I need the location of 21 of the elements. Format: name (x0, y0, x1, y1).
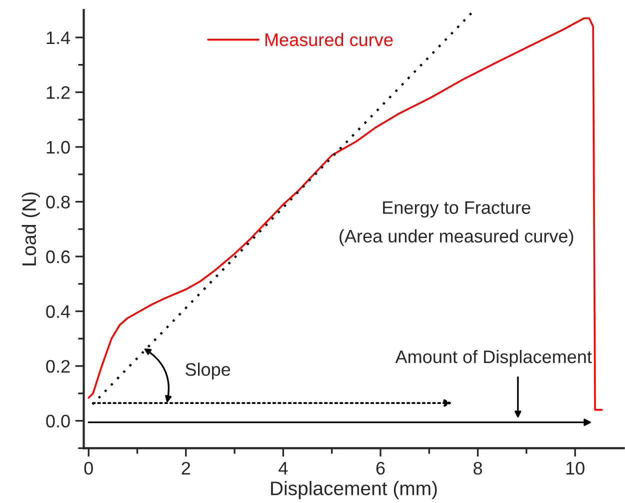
y-tick-label: 0.6 (46, 250, 70, 264)
x-tick-label: 0 (84, 462, 93, 475)
y-tick-label: 1.0 (46, 140, 70, 154)
y-tick-label: 0.4 (46, 305, 70, 318)
line-series (88, 17, 603, 411)
x-axis-title: Displacement (mm) (271, 480, 437, 500)
y-axis-title: Load (N) (22, 192, 40, 266)
x-tick-label: 4 (278, 462, 288, 474)
y-tick-label: 0.2 (46, 360, 70, 373)
x-tick-label: 8 (474, 462, 482, 475)
x-tick-label: 2 (182, 462, 190, 474)
y-tick-label: 1.2 (46, 86, 70, 99)
y-tick-label: 0.0 (46, 414, 70, 428)
annotation: Amount of Displacement (395, 350, 592, 367)
annotation: Energy to Fracture (Area under measured curve) (340, 201, 574, 246)
y-tick-label: 1.4 (46, 32, 70, 44)
x-tick-label: 6 (376, 462, 385, 475)
x-tick-label: 10 (566, 462, 584, 475)
y-tick-label: 0.8 (46, 196, 70, 208)
annotation: Slope (186, 362, 230, 380)
legend-label: Measured curve (265, 32, 393, 46)
